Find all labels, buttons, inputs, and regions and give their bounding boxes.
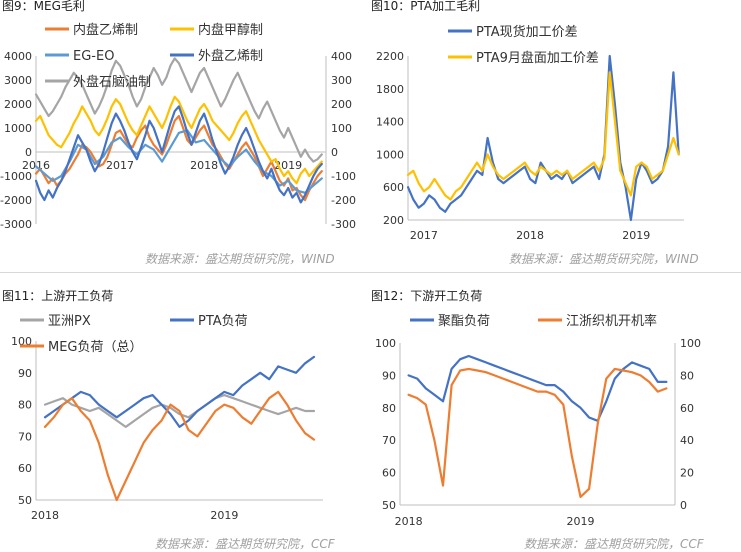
source-note-upstream: 数据来源：盛达期货研究院，CCF: [155, 537, 335, 551]
chart-title-downstream-load: 图12：下游开工负荷: [371, 289, 483, 303]
x-tick-label: 2018: [516, 229, 544, 242]
series-line: [406, 54, 680, 222]
y-tick-label: 60: [18, 462, 32, 475]
source-note-downstream: 数据来源：盛达期货研究院，CCF: [524, 537, 704, 551]
x-tick-label: 2019: [210, 509, 238, 522]
series-line: [34, 57, 323, 163]
row-divider: [0, 272, 741, 273]
x-tick-label: 2018: [31, 509, 59, 522]
y-tick-label: 4000: [4, 50, 32, 63]
chart-title-upstream-load: 图11：上游开工负荷: [2, 289, 114, 303]
y-tick-label: 200: [383, 214, 404, 227]
y2-tick-label: -100: [331, 170, 356, 183]
series-line: [406, 71, 680, 201]
y-tick-label: 2200: [376, 50, 404, 63]
y2-tick-label: 80: [680, 369, 694, 382]
y2-tick-label: 100: [680, 337, 701, 350]
x-tick-label: 2019: [566, 515, 594, 528]
legend-label: MEG负荷（总）: [48, 340, 143, 355]
y-tick-label: 1400: [376, 116, 404, 129]
y2-tick-label: 200: [331, 98, 352, 111]
legend-label: 内盘甲醇制: [198, 22, 263, 38]
y-tick-label: 90: [382, 369, 396, 382]
y2-tick-label: 300: [331, 74, 352, 87]
series-line: [407, 367, 668, 498]
meg-margin-chart: -3000-2000-100001000200030004000-300-200…: [0, 22, 356, 231]
legend-label: 江浙织机开机率: [566, 313, 657, 329]
y-tick-label: 90: [18, 367, 32, 380]
y-tick-label: 70: [382, 434, 396, 447]
y-tick-label: 600: [383, 181, 404, 194]
x-tick-label: 2018: [395, 515, 423, 528]
y-tick-label: 70: [18, 430, 32, 443]
legend-label: 聚酯负荷: [438, 314, 490, 329]
y2-tick-label: -300: [331, 218, 356, 231]
series-line: [34, 105, 323, 204]
y-tick-label: 2000: [4, 98, 32, 111]
legend-label: 外盘乙烯制: [198, 48, 263, 64]
legend-label: PTA负荷: [198, 314, 248, 329]
y-tick-label: 100: [375, 337, 396, 350]
y-tick-label: 60: [382, 467, 396, 480]
series-line: [43, 390, 316, 502]
legend-label: EG-EO: [73, 49, 114, 64]
pta-margin-chart: 200 600 1000 1400 1800 2200 2017 2018 2019 PTA现货加…: [376, 24, 684, 242]
source-note-pta: 数据来源：盛达期货研究院，WIND: [509, 252, 699, 266]
legend-label: 内盘乙烯制: [73, 22, 138, 38]
source-note-meg: 数据来源：盛达期货研究院，WIND: [145, 252, 335, 266]
series-line: [43, 355, 316, 429]
y2-tick-label: 0: [680, 499, 687, 512]
y-tick-label: 1800: [376, 83, 404, 96]
y-tick-label: 3000: [4, 74, 32, 87]
x-tick-label: 2017: [410, 229, 438, 242]
downstream-load-chart: 50 60 70 80 90 100 0 20 40 60 80 100 2018 2019 聚酯负荷 江浙织…: [375, 313, 701, 528]
series-line: [43, 393, 316, 429]
x-tick-label: 2018: [190, 159, 218, 172]
y2-tick-label: 40: [680, 434, 694, 447]
legend-label: 外盘石脑油制: [73, 74, 151, 90]
y2-tick-label: 400: [331, 50, 352, 63]
chart-title-meg-margin: 图9：MEG毛利: [2, 0, 85, 13]
x-tick-label: 2017: [106, 159, 134, 172]
y2-tick-label: 20: [680, 467, 694, 480]
y2-tick-label: 60: [680, 402, 694, 415]
y-tick-label: -2000: [0, 194, 32, 207]
y-tick-label: 80: [382, 402, 396, 415]
legend-label: 亚洲PX: [48, 314, 91, 329]
y-tick-label: 50: [18, 494, 32, 507]
y-tick-label: 0: [25, 146, 32, 159]
legend-label: PTA9月盘面加工价差: [476, 50, 599, 66]
x-tick-label: 2019: [274, 159, 302, 172]
series-line: [34, 95, 323, 185]
y-tick-label: 1000: [376, 148, 404, 161]
y-tick-label: 1000: [4, 122, 32, 135]
y2-tick-label: -200: [331, 194, 356, 207]
series-line: [407, 354, 668, 422]
y-tick-label: -3000: [0, 218, 32, 231]
chart-title-pta-margin: 图10：PTA加工毛利: [371, 0, 481, 13]
y-tick-label: 50: [382, 499, 396, 512]
y2-tick-label: 100: [331, 122, 352, 135]
x-tick-label: 2019: [622, 229, 650, 242]
legend-label: PTA现货加工价差: [476, 24, 578, 40]
y2-tick-label: 0: [331, 146, 338, 159]
y-tick-label: -1000: [0, 170, 32, 183]
y-tick-label: 80: [18, 399, 32, 412]
